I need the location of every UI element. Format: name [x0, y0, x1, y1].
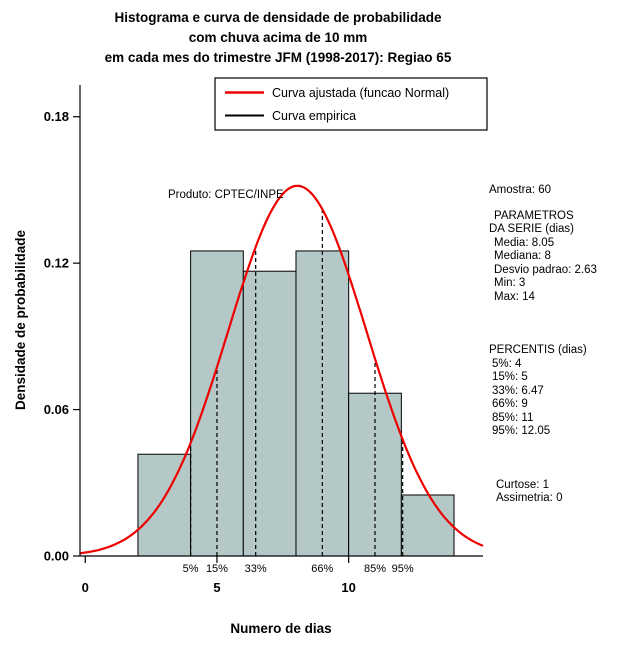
- histogram-bar: [242, 270, 297, 557]
- stat-curtose: Curtose: 1: [496, 478, 550, 491]
- percentile-label: 66%: [311, 563, 333, 575]
- y-axis-label: Densidade de probabilidade: [13, 229, 28, 410]
- histogram-bars: [137, 250, 455, 557]
- x-tick-label: 5: [213, 580, 220, 595]
- legend-fitted-label: Curva ajustada (funcao Normal): [272, 86, 449, 100]
- title-line-2: com chuva acima de 10 mm: [188, 30, 368, 45]
- chart-svg: 5% 15% 33% 66% 85% 95% 0.00 0.06 0.12 0.18 0 5 10 P…: [13, 77, 488, 636]
- percentis-header: PERCENTIS (dias): [489, 344, 587, 356]
- percentile-lines: 5% 15% 33% 66% 85% 95%: [183, 209, 414, 575]
- x-axis-label: Numero de dias: [230, 621, 331, 636]
- x-tick-label: 10: [341, 580, 355, 595]
- histogram-bar: [137, 453, 192, 557]
- histogram-bar: [400, 494, 455, 557]
- y-tick-label: 0.12: [44, 256, 69, 271]
- x-tick-label: 0: [82, 580, 89, 595]
- legend-box: [214, 77, 488, 131]
- legend-empirical-label: Curva empirica: [272, 109, 356, 123]
- axes: 0.00 0.06 0.12 0.18 0 5 10: [44, 85, 483, 595]
- y-tick-label: 0.06: [44, 402, 69, 417]
- percentil-66: 66%: 9: [492, 398, 528, 410]
- percentil-85: 85%: 11: [492, 411, 534, 424]
- chart-title: Histograma e curva de densidade de proba…: [0, 8, 556, 68]
- params-header-1: PARAMETROS: [494, 209, 574, 222]
- percentil-15: 15%: 5: [492, 371, 528, 383]
- percentile-label: 33%: [245, 563, 267, 575]
- normal-curve: [79, 184, 484, 555]
- shape-stats-block: Curtose: 1 Assimetria: 0: [489, 479, 639, 506]
- legend: Curva ajustada (funcao Normal) Curva emp…: [214, 77, 488, 131]
- percentil-5: 5%: 4: [492, 357, 522, 370]
- percentile-label: 15%: [206, 563, 228, 575]
- percentil-95: 95%: 12.05: [492, 425, 551, 437]
- series-parameters: PARAMETROS DA SERIE (dias) Media: 8.05 M…: [489, 210, 639, 305]
- stat-media: Media: 8.05: [494, 236, 555, 249]
- stat-assimetria: Assimetria: 0: [496, 492, 563, 504]
- sample-size: Amostra: 60: [489, 184, 551, 196]
- percentil-33: 33%: 6.47: [492, 384, 544, 397]
- stat-max: Max: 14: [494, 290, 535, 303]
- title-line-3: em cada mes do trimestre JFM (1998-2017)…: [104, 50, 452, 65]
- stats-panel: Amostra: 60 PARAMETROS DA SERIE (dias) M…: [489, 184, 639, 506]
- y-tick-label: 0.18: [44, 109, 69, 124]
- title-line-1: Histograma e curva de densidade de proba…: [114, 10, 442, 25]
- percentile-label: 85%: [364, 563, 386, 575]
- percentiles-block: PERCENTIS (dias) 5%: 4 15%: 5 33%: 6.47 …: [489, 344, 639, 439]
- percentile-label: 95%: [392, 563, 414, 575]
- stat-desvio-padrao: Desvio padrao: 2.63: [494, 263, 597, 276]
- params-header-2: DA SERIE (dias): [489, 223, 574, 235]
- stat-mediana: Mediana: 8: [494, 250, 551, 262]
- percentile-label: 5%: [183, 563, 199, 575]
- stat-min: Min: 3: [494, 277, 526, 289]
- watermark-text: Produto: CPTEC/INPE: [168, 189, 284, 201]
- y-tick-label: 0.00: [44, 549, 69, 564]
